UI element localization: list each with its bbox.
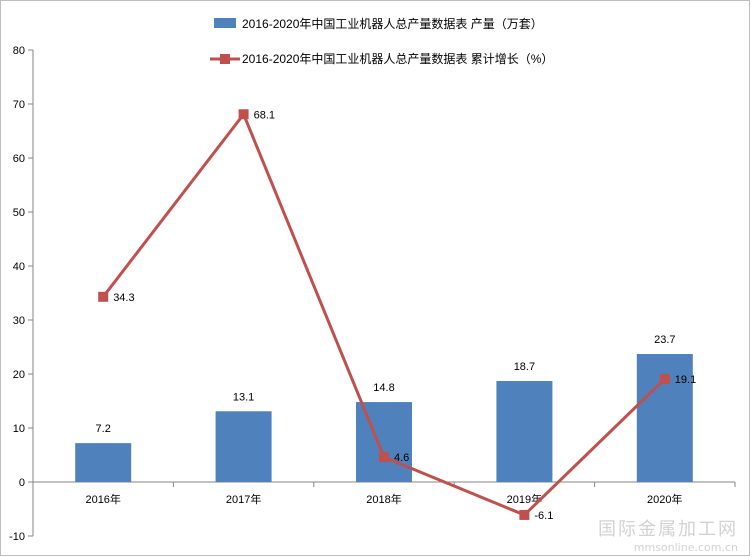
bar	[215, 411, 272, 482]
legend-bar-label: 2016-2020年中国工业机器人总产量数据表 产量（万套）	[242, 16, 543, 31]
y-tick-label: 50	[13, 207, 25, 219]
bar-value-label: 7.2	[96, 423, 111, 435]
x-tick-label: 2019年	[507, 492, 542, 506]
line-marker	[379, 452, 389, 463]
y-tick-label: 60	[13, 153, 25, 165]
x-tick-label: 2017年	[226, 492, 261, 506]
y-tick-label: 80	[13, 45, 25, 57]
y-tick-label: -10	[9, 531, 25, 543]
bar	[496, 381, 553, 482]
line-value-label: -6.1	[534, 510, 553, 522]
bar-value-label: 14.8	[373, 382, 394, 394]
bar	[75, 443, 132, 482]
bar-value-label: 23.7	[654, 334, 675, 346]
line-marker	[98, 291, 109, 302]
x-tick-label: 2018年	[366, 492, 401, 506]
bar-value-label: 13.1	[233, 391, 254, 403]
line-marker	[238, 109, 249, 120]
x-tick-label: 2016年	[85, 492, 120, 506]
legend-bar-swatch	[214, 18, 236, 28]
line-value-label: 34.3	[113, 292, 134, 304]
y-tick-label: 0	[19, 477, 25, 489]
line-value-label: 19.1	[675, 374, 696, 386]
watermark-text: 国际金属加工网	[598, 519, 738, 540]
line-value-label: 68.1	[254, 109, 275, 121]
y-tick-label: 40	[13, 261, 25, 273]
watermark-url: mmsonline.com.cn	[633, 541, 738, 554]
x-tick-label: 2020年	[647, 492, 682, 506]
y-tick-label: 20	[13, 369, 25, 381]
legend-line-marker	[220, 54, 230, 64]
watermark: 国际金属加工网 mmsonline.com.cn	[598, 515, 738, 554]
bar	[356, 402, 412, 482]
line-marker	[659, 373, 670, 384]
line-value-label: 4.6	[394, 452, 409, 464]
y-tick-label: 30	[13, 315, 25, 327]
legend-line-label: 2016-2020年中国工业机器人总产量数据表 累计增长（%）	[242, 51, 553, 66]
y-tick-label: 70	[13, 99, 25, 111]
line-marker	[519, 509, 530, 520]
bar-value-label: 18.7	[514, 361, 535, 373]
y-tick-label: 10	[13, 423, 25, 435]
